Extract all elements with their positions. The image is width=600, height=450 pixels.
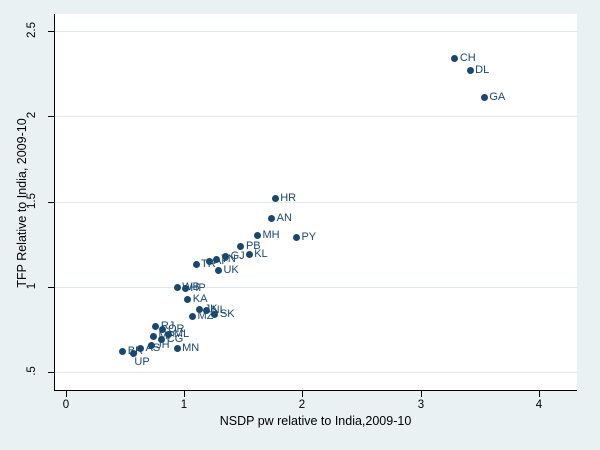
data-point-CH <box>451 54 459 62</box>
data-point-label-MZ: MZ <box>197 309 214 322</box>
data-point-MP <box>149 333 157 341</box>
data-point-OR <box>159 326 167 334</box>
data-point-AS <box>136 345 144 353</box>
data-point-HP <box>181 285 189 293</box>
data-point-JK <box>196 305 204 313</box>
data-point-CG <box>158 336 166 344</box>
data-point-label-CH: CH <box>459 51 476 64</box>
data-point-label-GJ: GJ <box>230 249 245 262</box>
gridline-y-1.5 <box>55 202 577 203</box>
data-point-label-KL: KL <box>254 248 268 261</box>
data-point-label-GA: GA <box>489 91 506 104</box>
data-point-KL <box>245 251 253 259</box>
data-point-label-PY: PY <box>301 231 317 244</box>
x-axis-title: NSDP pw relative to India,2009-10 <box>219 414 412 428</box>
x-tick-label: 3 <box>417 399 425 411</box>
data-point-PB <box>237 242 245 250</box>
data-point-label-TR: TR <box>201 258 216 271</box>
data-point-PY <box>292 234 300 242</box>
data-point-SK <box>211 310 219 318</box>
data-point-TR <box>192 261 200 269</box>
y-tick-mark <box>48 116 54 117</box>
data-point-label-JH: JH <box>156 338 170 351</box>
data-point-UP <box>129 350 137 358</box>
data-point-label-KA: KA <box>192 292 208 305</box>
data-point-label-SK: SK <box>219 307 235 320</box>
data-point-label-AS: AS <box>145 342 161 355</box>
x-tick-mark <box>302 391 303 397</box>
gridline-y-1 <box>55 287 577 288</box>
data-point-ML <box>165 331 173 339</box>
data-point-label-MH: MH <box>262 229 280 242</box>
data-point-GJ <box>222 252 230 260</box>
data-point-TN <box>212 256 220 264</box>
gridline-y-.5 <box>55 372 577 373</box>
data-point-DL <box>466 66 474 74</box>
data-point-label-TN: TN <box>221 253 236 266</box>
data-point-HR <box>271 194 279 202</box>
x-tick-label: 1 <box>180 399 188 411</box>
y-tick-mark <box>48 31 54 32</box>
data-point-label-UP: UP <box>134 355 150 368</box>
y-axis-title: TFP Relative to India, 2009-10 <box>15 118 29 288</box>
data-point-BR <box>119 348 127 356</box>
data-point-label-MN: MN <box>182 342 200 355</box>
data-point-label-AP: AP <box>214 254 229 267</box>
data-point-label-ML: ML <box>173 328 190 341</box>
data-point-label-HR: HR <box>280 191 297 204</box>
data-point-WB <box>173 283 181 291</box>
x-axis-line <box>54 390 577 391</box>
gridline-y-2 <box>55 116 577 117</box>
data-point-KA <box>184 295 192 303</box>
data-point-RJ <box>152 322 160 330</box>
x-tick-mark <box>421 391 422 397</box>
data-point-UK <box>214 266 222 274</box>
y-axis-line <box>54 14 55 391</box>
data-point-MZ <box>188 312 196 320</box>
x-tick-label: 2 <box>298 399 306 411</box>
data-point-AP <box>205 257 213 265</box>
y-tick-mark <box>48 287 54 288</box>
data-point-label-CG: CG <box>166 333 184 346</box>
data-point-label-HP: HP <box>190 282 206 295</box>
data-point-NL <box>203 307 211 315</box>
data-point-GA <box>480 94 488 102</box>
data-point-label-UK: UK <box>223 263 239 276</box>
x-tick-mark <box>66 391 67 397</box>
data-point-JH <box>147 341 155 349</box>
data-point-AN <box>268 215 276 223</box>
data-point-MH <box>253 232 261 240</box>
data-point-label-OR: OR <box>167 323 185 336</box>
x-tick-mark <box>184 391 185 397</box>
data-point-label-AN: AN <box>276 212 292 225</box>
x-tick-mark <box>539 391 540 397</box>
data-point-label-DL: DL <box>475 63 490 76</box>
data-point-label-PB: PB <box>245 239 261 252</box>
y-tick-mark <box>48 372 54 373</box>
x-tick-label: 0 <box>62 399 70 411</box>
x-tick-label: 4 <box>535 399 543 411</box>
data-point-MN <box>173 345 181 353</box>
gridline-y-2.5 <box>55 31 577 32</box>
y-tick-mark <box>48 202 54 203</box>
